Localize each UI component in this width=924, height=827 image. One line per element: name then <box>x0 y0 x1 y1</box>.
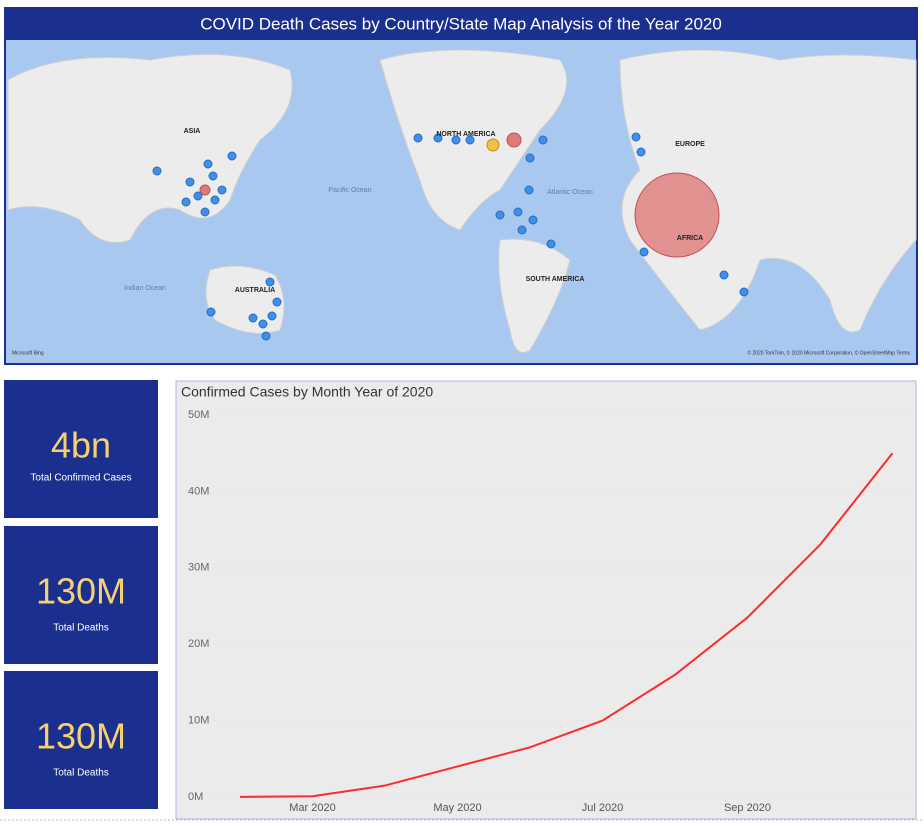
bubble <box>634 172 720 258</box>
y-tick-label: 0M <box>188 791 203 803</box>
kpi-card <box>4 671 158 809</box>
bubble <box>486 138 500 152</box>
y-tick-label: 50M <box>188 409 209 421</box>
map-bubbles <box>152 132 749 341</box>
map-copyright: © 2020 TomTom, © 2020 Microsoft Corporat… <box>747 349 910 356</box>
kpi-label: Total Deaths <box>53 768 109 779</box>
y-tick-label: 30M <box>188 562 209 574</box>
kpi-card <box>4 526 158 664</box>
map-title: COVID Death Cases by Country/State Map A… <box>200 14 722 33</box>
bubble <box>506 132 522 148</box>
kpi-value: 130M <box>36 571 126 612</box>
kpi-card <box>4 380 158 518</box>
y-tick-label: 20M <box>188 638 209 650</box>
kpi-value: 130M <box>36 716 126 757</box>
map-attribution: Microsoft Bing <box>12 350 44 356</box>
map-title-bar <box>5 8 917 40</box>
chart-title: Confirmed Cases by Month Year of 2020 <box>181 384 433 400</box>
continent-label: ASIA <box>184 128 201 135</box>
continent-label: NORTH AMERICA <box>436 131 495 138</box>
continent-label: AUSTRALIA <box>235 287 275 294</box>
ocean-label: Atlantic Ocean <box>547 189 593 196</box>
bubble <box>199 184 211 196</box>
chart-panel <box>175 380 917 820</box>
y-tick-label: 40M <box>188 485 209 497</box>
continent-label: AFRICA <box>677 235 703 242</box>
ocean-label: Indian Ocean <box>124 285 166 292</box>
kpi-label: Total Deaths <box>53 623 109 634</box>
small-bubbles <box>152 132 749 341</box>
line <box>239 452 894 798</box>
kpi-value: 4bn <box>51 425 111 466</box>
cards: 4bn Total Confirmed Cases 130M Total Deaths… <box>4 380 158 809</box>
x-tick-label: Jul 2020 <box>582 802 624 814</box>
continent-label: SOUTH AMERICA <box>526 276 585 283</box>
x-tick-label: Sep 2020 <box>724 802 771 814</box>
x-tick-label: May 2020 <box>433 802 481 814</box>
x-tick-label: Mar 2020 <box>289 802 335 814</box>
ocean-label: Pacific Ocean <box>328 187 371 194</box>
y-tick-label: 10M <box>188 715 209 727</box>
continent-label: EUROPE <box>675 141 705 148</box>
kpi-label: Total Confirmed Cases <box>30 473 131 484</box>
